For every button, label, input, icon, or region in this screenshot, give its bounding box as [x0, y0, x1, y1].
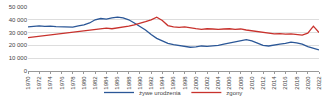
- svg-text:30 000: 30 000: [9, 30, 28, 36]
- svg-text:żywe urodzenia: żywe urodzenia: [139, 90, 181, 96]
- svg-text:2004: 2004: [215, 76, 221, 90]
- svg-text:2016: 2016: [282, 76, 288, 90]
- svg-text:1972: 1972: [36, 76, 42, 90]
- svg-text:2006: 2006: [226, 76, 232, 90]
- svg-text:1976: 1976: [59, 76, 65, 90]
- svg-text:2000: 2000: [193, 76, 199, 90]
- svg-text:10 000: 10 000: [9, 55, 28, 61]
- svg-text:1978: 1978: [70, 76, 76, 90]
- svg-text:1986: 1986: [114, 76, 120, 90]
- svg-text:2022: 2022: [316, 76, 322, 90]
- svg-text:1988: 1988: [126, 76, 132, 90]
- svg-text:20 000: 20 000: [9, 42, 28, 48]
- svg-text:2010: 2010: [249, 76, 255, 90]
- svg-text:1996: 1996: [170, 76, 176, 90]
- svg-text:1998: 1998: [182, 76, 188, 90]
- svg-text:1974: 1974: [47, 76, 53, 90]
- svg-text:zgony: zgony: [226, 90, 242, 96]
- svg-text:1984: 1984: [103, 76, 109, 90]
- svg-text:2014: 2014: [271, 76, 277, 90]
- svg-text:1970: 1970: [25, 76, 31, 90]
- svg-text:2018: 2018: [294, 76, 300, 90]
- svg-text:1990: 1990: [137, 76, 143, 90]
- svg-text:1994: 1994: [159, 76, 165, 90]
- svg-text:2008: 2008: [238, 76, 244, 90]
- svg-text:2002: 2002: [204, 76, 210, 90]
- svg-text:2012: 2012: [260, 76, 266, 90]
- svg-text:1982: 1982: [92, 76, 98, 90]
- svg-text:40 000: 40 000: [9, 17, 28, 23]
- svg-text:50 000: 50 000: [9, 4, 28, 10]
- svg-text:0: 0: [24, 68, 28, 74]
- svg-text:1980: 1980: [81, 76, 87, 90]
- svg-text:2020: 2020: [305, 76, 311, 90]
- svg-text:1992: 1992: [148, 76, 154, 90]
